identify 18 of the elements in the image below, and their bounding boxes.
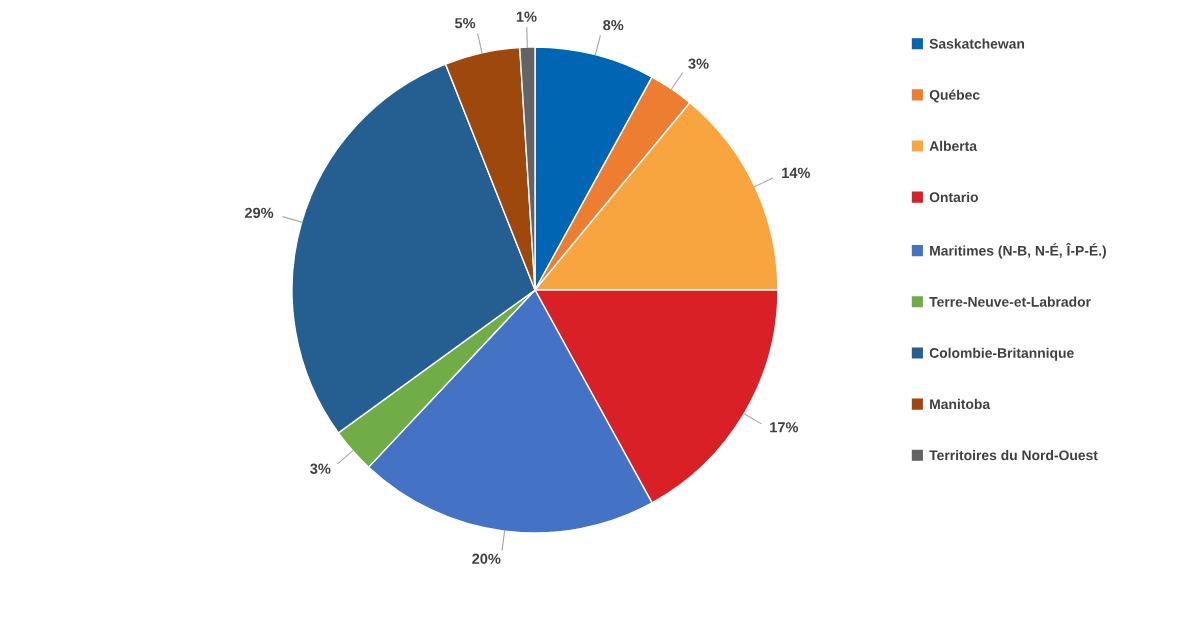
legend-label: Alberta <box>929 140 978 151</box>
data-label: 3% <box>688 58 709 69</box>
data-label: 5% <box>455 18 476 29</box>
legend-label: Manitoba <box>930 398 991 410</box>
legend-label: Québec <box>929 89 980 103</box>
legend-label: Maritimes (N-B, N-É, Î-P-É.) <box>930 243 1106 259</box>
data-label: 14% <box>782 167 811 179</box>
legend-label: Colombie-Britannique <box>929 347 1074 361</box>
data-label: 20% <box>472 553 501 564</box>
legend-label: Saskatchewan <box>929 38 1025 49</box>
data-label: 3% <box>310 463 331 474</box>
data-label: 29% <box>244 207 274 218</box>
data-label: 8% <box>603 19 624 31</box>
data-label: 17% <box>770 422 799 433</box>
legend-label: Ontario <box>929 191 979 203</box>
data-label: 1% <box>516 11 537 22</box>
legend-label: Terre-Neuve-et-Labrador <box>929 296 1091 307</box>
legend-label: Territoires du Nord-Ouest <box>929 450 1098 461</box>
